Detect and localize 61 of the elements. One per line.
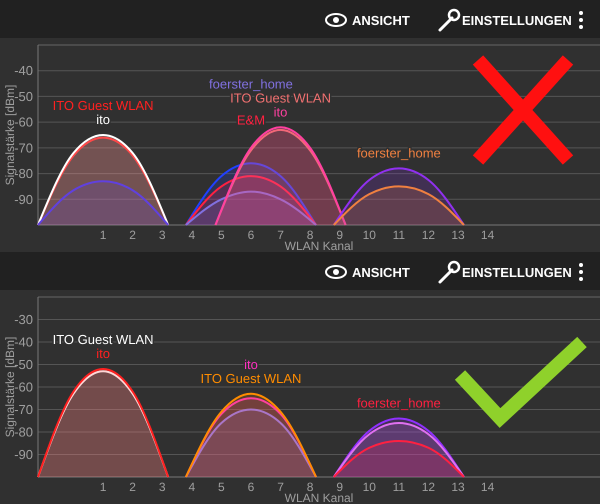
x-tick-label: 6 xyxy=(248,228,255,242)
text: ANSICHT xyxy=(352,265,410,280)
text: foerster_home xyxy=(209,76,293,92)
y-tick-label: -90 xyxy=(14,447,33,462)
series-label: ito xyxy=(96,112,110,127)
x-tick-label: 13 xyxy=(451,480,466,494)
y-tick-label: -50 xyxy=(14,88,33,104)
x-tick-label: 12 xyxy=(422,480,436,494)
text: EINSTELLUNGEN xyxy=(462,265,572,280)
x-tick-label: 9 xyxy=(336,228,344,242)
y-tick-label: -70 xyxy=(14,402,33,417)
x-tick-label: 13 xyxy=(451,228,466,242)
x-tick-label: 2 xyxy=(129,228,136,242)
x-tick-label: 8 xyxy=(306,228,314,242)
y-axis-title: Signalstärke [dBm] xyxy=(3,336,17,438)
y-axis-title: Signalstärke [dBm] xyxy=(3,84,17,186)
x-tick-label: 1 xyxy=(100,480,107,494)
text: E&M xyxy=(236,112,266,128)
x-tick-label: 9 xyxy=(336,480,344,494)
x-tick-label: 5 xyxy=(218,480,226,494)
x-tick-label: 4 xyxy=(188,480,196,494)
text: ANSICHT xyxy=(352,13,410,28)
x-tick-label: 14 xyxy=(480,480,495,494)
text: ITO Guest WLAN xyxy=(52,98,154,113)
text: ITO Guest WLAN xyxy=(230,90,331,106)
x-tick-label: 11 xyxy=(392,228,406,242)
x-tick-label: 7 xyxy=(277,228,284,242)
x-tick-label: 14 xyxy=(480,228,495,242)
x-tick-label: 2 xyxy=(129,480,136,494)
x-tick-label: 7 xyxy=(277,480,284,494)
y-tick-label: -80 xyxy=(14,166,33,182)
text: EINSTELLUNGEN xyxy=(462,13,572,28)
x-tick-label: 3 xyxy=(158,480,166,494)
x-tick-label: 8 xyxy=(306,480,314,494)
x-tick-label: 10 xyxy=(362,228,376,242)
y-tick-label: -60 xyxy=(14,114,33,130)
y-tick-label: -70 xyxy=(14,140,33,156)
x-tick-label: 3 xyxy=(158,228,166,242)
x-tick-label: 10 xyxy=(362,480,376,494)
x-tick-label: 5 xyxy=(218,228,226,242)
x-tick-label: 12 xyxy=(422,228,436,242)
text: foerster_home xyxy=(356,145,441,160)
x-axis-title: WLAN Kanal xyxy=(284,239,354,253)
y-tick-label: -80 xyxy=(14,424,33,440)
x-tick-label: 6 xyxy=(248,480,255,494)
series-label: ito xyxy=(274,104,288,120)
y-tick-label: -90 xyxy=(14,192,33,207)
y-tick-label: -40 xyxy=(14,63,33,78)
y-tick-label: -50 xyxy=(14,357,33,372)
x-tick-label: 1 xyxy=(100,228,107,242)
text: foerster_home xyxy=(356,396,441,410)
text: ITO Guest WLAN xyxy=(52,332,154,347)
x-axis-title: WLAN Kanal xyxy=(284,491,354,504)
y-tick-label: -60 xyxy=(14,380,33,394)
y-tick-label: -40 xyxy=(14,334,33,350)
text: ito xyxy=(244,356,258,372)
x-tick-label: 11 xyxy=(392,480,406,494)
series-label: ITO Guest WLAN xyxy=(200,370,302,386)
x-tick-label: 4 xyxy=(188,228,196,242)
series-label: ito xyxy=(96,346,110,361)
y-tick-label: -30 xyxy=(14,312,33,327)
